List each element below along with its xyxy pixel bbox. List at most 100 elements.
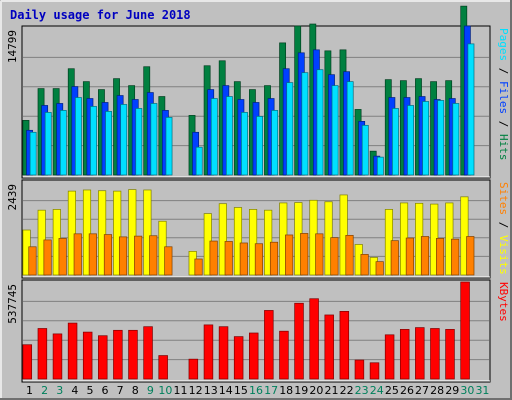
day-label-25: 25 <box>385 384 399 397</box>
bar-sites-day-27 <box>420 236 430 276</box>
day-label-11: 11 <box>174 384 188 397</box>
bar-sites-day-7 <box>118 236 128 276</box>
day-label-2: 2 <box>41 384 48 397</box>
bar-sites-day-8 <box>134 235 143 276</box>
bar-pages-day-1 <box>29 131 37 176</box>
bar-sites-day-26 <box>405 237 414 276</box>
day-label-9: 9 <box>147 384 154 397</box>
kbytes_panel-max-label: 537745 <box>6 284 19 324</box>
bar-pages-day-19 <box>301 72 309 176</box>
bar-sites-day-4 <box>73 233 82 276</box>
bar-kbytes-day-5 <box>82 331 93 380</box>
bar-pages-day-20 <box>316 69 324 176</box>
bar-sites-day-13 <box>209 240 218 276</box>
kbytes_panel-series-legend: KBytes <box>497 282 510 322</box>
bar-sites-day-15 <box>239 242 248 276</box>
bar-pages-day-10 <box>165 117 173 176</box>
bar-pages-day-15 <box>241 112 248 176</box>
day-label-15: 15 <box>234 384 248 397</box>
legend-separator: / <box>497 61 510 81</box>
bar-visits-day-5 <box>82 189 92 276</box>
bar-kbytes-day-28 <box>430 328 440 380</box>
kbytes_panel: 537745 KBytes <box>6 279 510 383</box>
bar-pages-day-2 <box>44 112 52 176</box>
bar-kbytes-day-26 <box>399 329 410 380</box>
day-label-5: 5 <box>86 384 93 397</box>
hits_panel-max-label: 14799 <box>6 30 19 63</box>
day-label-22: 22 <box>340 384 354 397</box>
legend-sites: Sites <box>497 182 510 215</box>
day-label-12: 12 <box>189 384 203 397</box>
day-label-31: 31 <box>475 384 489 397</box>
day-label-18: 18 <box>279 384 293 397</box>
bar-sites-day-14 <box>224 241 233 276</box>
bar-kbytes-day-22 <box>339 311 350 380</box>
legend-hits: Hits <box>497 134 510 161</box>
bar-kbytes-day-16 <box>249 332 259 380</box>
legend-files: Files <box>497 81 510 114</box>
bar-pages-day-6 <box>105 111 113 176</box>
bar-visits-day-22 <box>339 194 348 276</box>
bar-kbytes-day-1 <box>22 344 33 380</box>
day-label-21: 21 <box>324 384 338 397</box>
bar-kbytes-day-8 <box>128 329 138 380</box>
bar-kbytes-day-13 <box>203 324 214 380</box>
bar-visits-day-8 <box>128 189 137 276</box>
bar-pages-day-22 <box>346 81 354 176</box>
day-label-28: 28 <box>430 384 444 397</box>
bar-kbytes-day-4 <box>67 322 78 380</box>
bar-pages-day-7 <box>120 104 128 176</box>
day-label-1: 1 <box>26 384 33 397</box>
day-label-30: 30 <box>460 384 474 397</box>
bar-sites-day-30 <box>466 236 475 276</box>
bar-pages-day-28 <box>437 100 445 176</box>
bar-pages-day-24 <box>376 156 384 176</box>
bar-kbytes-day-30 <box>460 281 470 380</box>
bar-pages-day-21 <box>331 85 339 176</box>
day-label-4: 4 <box>71 384 78 397</box>
bar-kbytes-day-7 <box>113 329 123 380</box>
bar-pages-day-23 <box>361 124 369 176</box>
bar-pages-day-3 <box>59 110 67 176</box>
day-label-14: 14 <box>219 384 233 397</box>
day-label-6: 6 <box>102 384 109 397</box>
bar-kbytes-day-3 <box>52 333 63 380</box>
day-label-7: 7 <box>117 384 124 397</box>
bar-pages-day-29 <box>452 103 460 176</box>
bar-sites-day-1 <box>28 246 37 276</box>
bar-visits-day-6 <box>98 190 107 276</box>
bar-sites-day-9 <box>149 235 158 276</box>
legend-pages: Pages <box>497 28 510 61</box>
day-label-3: 3 <box>56 384 63 397</box>
bar-sites-day-29 <box>451 238 460 276</box>
bar-pages-day-17 <box>271 110 279 176</box>
bar-kbytes-day-21 <box>324 314 334 380</box>
day-label-17: 17 <box>264 384 278 397</box>
bar-pages-day-8 <box>135 108 143 176</box>
bar-sites-day-3 <box>58 238 67 276</box>
bar-visits-day-7 <box>113 190 122 276</box>
bar-sites-day-24 <box>375 261 384 276</box>
day-label-24: 24 <box>370 384 384 397</box>
bar-kbytes-day-6 <box>98 335 108 380</box>
bar-visits-day-9 <box>143 189 152 276</box>
day-axis-labels: 1 2 3 4 5 6 7 8 9 10 11 12 13 14 15 16 17 18 19 20 21 22 23 24 2… <box>26 384 489 397</box>
bar-kbytes-day-2 <box>37 328 48 380</box>
bar-kbytes-day-9 <box>143 326 153 380</box>
bar-pages-day-30 <box>467 43 475 176</box>
day-label-10: 10 <box>158 384 172 397</box>
bar-visits-day-4 <box>67 190 76 276</box>
bar-kbytes-day-14 <box>218 326 229 380</box>
day-label-13: 13 <box>204 384 218 397</box>
bar-pages-day-5 <box>90 106 97 176</box>
bar-sites-day-16 <box>254 243 263 276</box>
bar-sites-day-22 <box>345 234 354 276</box>
day-label-27: 27 <box>415 384 429 397</box>
bar-visits-day-16 <box>249 209 258 276</box>
bar-sites-day-2 <box>43 239 52 276</box>
bar-kbytes-day-18 <box>279 330 289 380</box>
legend-visits: Visits <box>497 235 510 275</box>
bar-sites-day-25 <box>390 240 399 276</box>
visits_panel-max-label: 2439 <box>6 184 19 211</box>
